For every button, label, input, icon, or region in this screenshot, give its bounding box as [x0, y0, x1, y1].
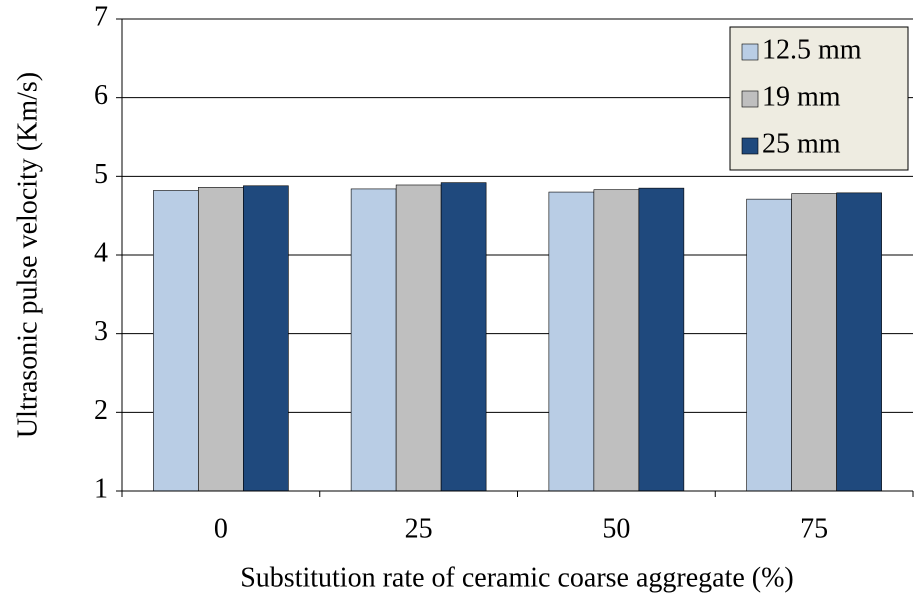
- legend-label: 12.5 mm: [762, 34, 862, 65]
- legend-label: 19 mm: [762, 81, 841, 112]
- y-tick-label: 6: [94, 80, 108, 111]
- y-axis-label: Ultrasonic pulse velocity (Km/s): [12, 72, 43, 438]
- y-tick-label: 1: [94, 473, 108, 504]
- bar: [153, 190, 199, 492]
- x-tick-label: 25: [405, 513, 433, 544]
- y-tick-label: 4: [94, 237, 108, 268]
- bar: [836, 192, 882, 492]
- bar: [440, 182, 487, 492]
- bar: [593, 189, 640, 492]
- bar: [746, 198, 792, 492]
- legend-swatch: [741, 90, 759, 108]
- y-tick-label: 2: [94, 395, 108, 426]
- y-tick-label: 5: [94, 159, 108, 190]
- x-axis-label: Substitution rate of ceramic coarse aggr…: [240, 562, 794, 593]
- bar: [395, 184, 442, 492]
- bar: [791, 193, 837, 492]
- x-tick-label: 0: [214, 513, 228, 544]
- x-tick-label: 50: [602, 513, 630, 544]
- y-tick-label: 7: [94, 1, 108, 32]
- bar: [350, 188, 397, 492]
- bar: [243, 185, 289, 492]
- legend-swatch: [741, 137, 759, 155]
- legend: 12.5 mm 19 mm 25 mm: [729, 26, 909, 171]
- legend-label: 25 mm: [762, 128, 841, 159]
- bar: [638, 187, 685, 492]
- bar: [198, 187, 244, 492]
- legend-box: [729, 26, 909, 171]
- y-tick-label: 3: [94, 316, 108, 347]
- x-tick-label: 75: [800, 513, 828, 544]
- bar: [548, 191, 595, 492]
- legend-swatch: [741, 43, 759, 61]
